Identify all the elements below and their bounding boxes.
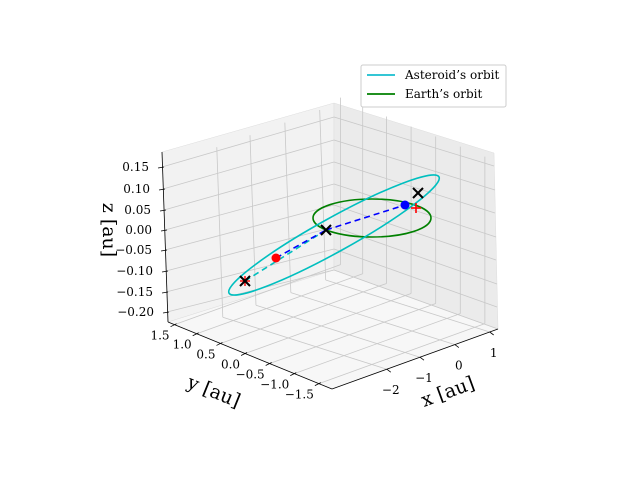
y-tick-label: 1.5 (150, 329, 169, 343)
x-grid-line-pane (284, 122, 292, 293)
z-grid-line-left (163, 161, 335, 211)
y-tick-mark (290, 372, 297, 376)
x-tick-label: 1 (490, 346, 498, 360)
grid-lines (161, 97, 499, 385)
z-grid-line-left (165, 248, 335, 293)
z-grid-line-right (333, 161, 496, 214)
legend: Asteroid’s orbit Earth’s orbit (360, 64, 507, 108)
y-tick-label: 0.5 (196, 347, 215, 361)
z-tick-label: 0.15 (122, 160, 149, 174)
blue-dot-marker (400, 200, 410, 210)
earth-orbit (312, 198, 432, 238)
y-grid-line-floor (244, 293, 412, 354)
red-plus-marker (411, 203, 421, 213)
y-axis-ticks: 1.5 1.0 0.5 0.0−0.5−1.0−1.5 (150, 323, 322, 402)
y-axis-label: y [au] (183, 371, 243, 412)
z-tick-mark (159, 209, 167, 212)
y-grid-line-floor (196, 273, 363, 335)
z-grid-line-left (165, 226, 335, 272)
y-axis-line (167, 321, 333, 390)
z-tick-label: 0.10 (123, 182, 150, 196)
z-axis-ticks: 0.15 0.10 0.05 0.00 −0.05 −0.10 −0.15 −0.20 (115, 160, 170, 319)
z-tick-mark (158, 188, 166, 191)
z-tick-label: −0.15 (116, 285, 153, 299)
y-grid-line-floor (174, 264, 341, 326)
blue-dashed-connector-2 (325, 204, 406, 231)
y-tick-mark (216, 342, 223, 346)
x-grid-line-floor (290, 292, 455, 345)
x-grid-line-floor (222, 316, 387, 370)
x-grid-line-floor (325, 279, 490, 333)
z-tick-label: 0.05 (124, 203, 151, 217)
x-axis-line (331, 328, 499, 390)
z-grid-line-left (164, 183, 335, 231)
legend-label-asteroid: Asteroid’s orbit (404, 68, 499, 82)
y-tick-mark (265, 362, 272, 366)
z-tick-label: −0.05 (115, 243, 152, 257)
asteroid-orbit (227, 174, 441, 296)
x-tick-label: −2 (382, 383, 400, 397)
z-tick-label: −0.10 (116, 264, 153, 278)
z-grid-line-right (333, 269, 499, 330)
z-grid-line-right (333, 116, 495, 167)
z-tick-mark (161, 291, 169, 294)
red-dot-marker (271, 253, 281, 263)
legend-label-earth: Earth’s orbit (405, 87, 482, 101)
x-tick-mark (419, 356, 425, 361)
y-tick-mark (240, 352, 248, 356)
z-grid-line-right (333, 139, 496, 191)
y-grid-line-floor (269, 303, 436, 364)
black-x-marker-right (412, 187, 424, 199)
z-axis-label: z [au] (98, 203, 120, 257)
x-tick-mark (454, 344, 460, 348)
legend-frame (360, 64, 507, 108)
z-grid-line-right (333, 204, 497, 261)
cyan-dashed-connector (244, 229, 327, 282)
black-x-marker-center (320, 224, 332, 236)
x-tick-label: −1 (415, 371, 433, 385)
y-tick-mark (192, 332, 199, 337)
y-grid-line-floor (220, 283, 387, 344)
x-grid-line-pane (216, 147, 224, 318)
black-x-marker-left (239, 275, 251, 287)
y-tick-mark (314, 382, 322, 386)
x-tick-label: 0 (455, 359, 463, 373)
z-tick-label: −0.20 (117, 305, 154, 319)
y-tick-label: −0.5 (236, 368, 265, 382)
z-grid-line-left (161, 116, 335, 168)
z-tick-mark (160, 229, 168, 232)
x-tick-mark (386, 368, 392, 373)
y-tick-mark (170, 323, 177, 328)
y-tick-label: 0.0 (221, 357, 240, 371)
z-grid-line-left (164, 204, 335, 251)
z-tick-mark (157, 166, 165, 169)
z-tick-label: 0.00 (125, 223, 152, 237)
x-grid-line-pane (249, 135, 257, 306)
z-grid-line-right (333, 183, 497, 238)
z-tick-mark (161, 270, 169, 273)
z-tick-mark (160, 249, 168, 252)
x-tick-mark (489, 331, 494, 336)
y-grid-line-floor (318, 323, 486, 385)
z-grid-line-left (162, 139, 335, 190)
x-grid-line-pane (319, 109, 327, 281)
z-grid-line-right (333, 248, 498, 308)
y-tick-label: 1.0 (173, 338, 192, 352)
y-tick-label: −1.5 (285, 388, 314, 402)
x-grid-line-floor (255, 304, 421, 358)
x-axis-ticks: −2 −1 0 1 (382, 331, 498, 397)
z-axis-line (161, 151, 169, 323)
y-tick-label: −1.0 (260, 378, 289, 392)
z-tick-mark (162, 311, 170, 314)
